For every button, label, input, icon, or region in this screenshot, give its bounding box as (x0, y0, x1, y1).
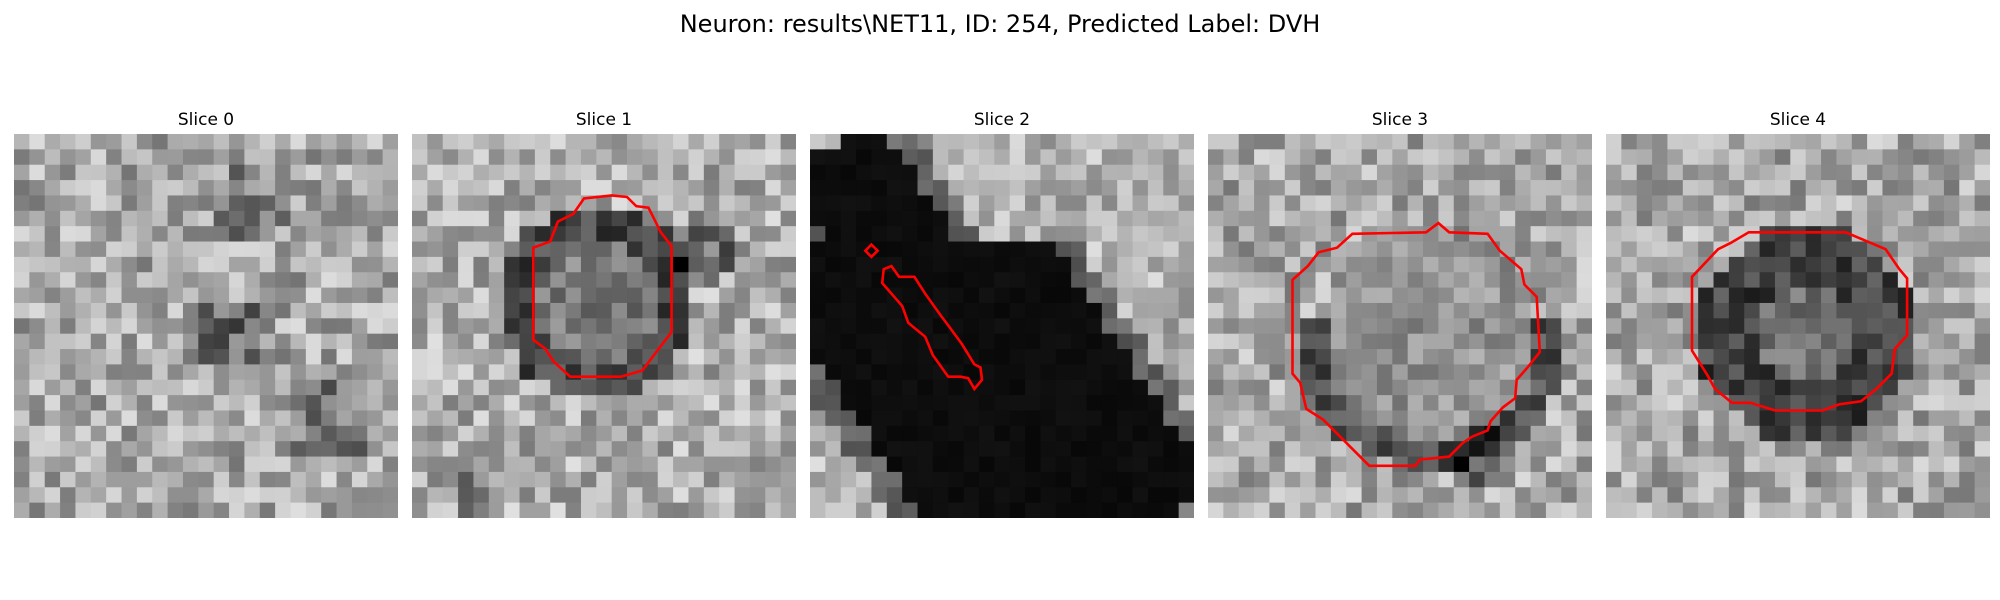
segmentation-contour (532, 194, 673, 378)
slice-title-2: Slice 2 (973, 110, 1031, 130)
segmentation-contour (1291, 221, 1542, 468)
pixel-grid (14, 134, 398, 518)
slice-image-3 (1208, 134, 1592, 518)
slice-canvas-0 (14, 134, 398, 518)
pixel-grid (1606, 134, 1990, 518)
figure-title: Neuron: results\NET11, ID: 254, Predicte… (679, 10, 1321, 38)
slice-title-4: Slice 4 (1769, 110, 1827, 130)
slice-title-0: Slice 0 (177, 110, 235, 130)
pixel-grid (412, 134, 796, 518)
slice-image-0 (14, 134, 398, 518)
slice-canvas-3 (1208, 134, 1592, 518)
slice-image-4 (1606, 134, 1990, 518)
slice-canvas-1 (412, 134, 796, 518)
slice-title-3: Slice 3 (1371, 110, 1429, 130)
slice-image-2 (810, 134, 1194, 518)
pixel-grid (1208, 134, 1592, 518)
slice-canvas-2 (810, 134, 1194, 518)
slice-image-1 (412, 134, 796, 518)
slice-canvas-4 (1606, 134, 1990, 518)
segmentation-contour (880, 264, 984, 392)
segmentation-contour (1690, 231, 1909, 412)
slice-title-1: Slice 1 (575, 110, 633, 130)
pixel-grid (810, 134, 1194, 518)
segmentation-contour (863, 242, 880, 259)
